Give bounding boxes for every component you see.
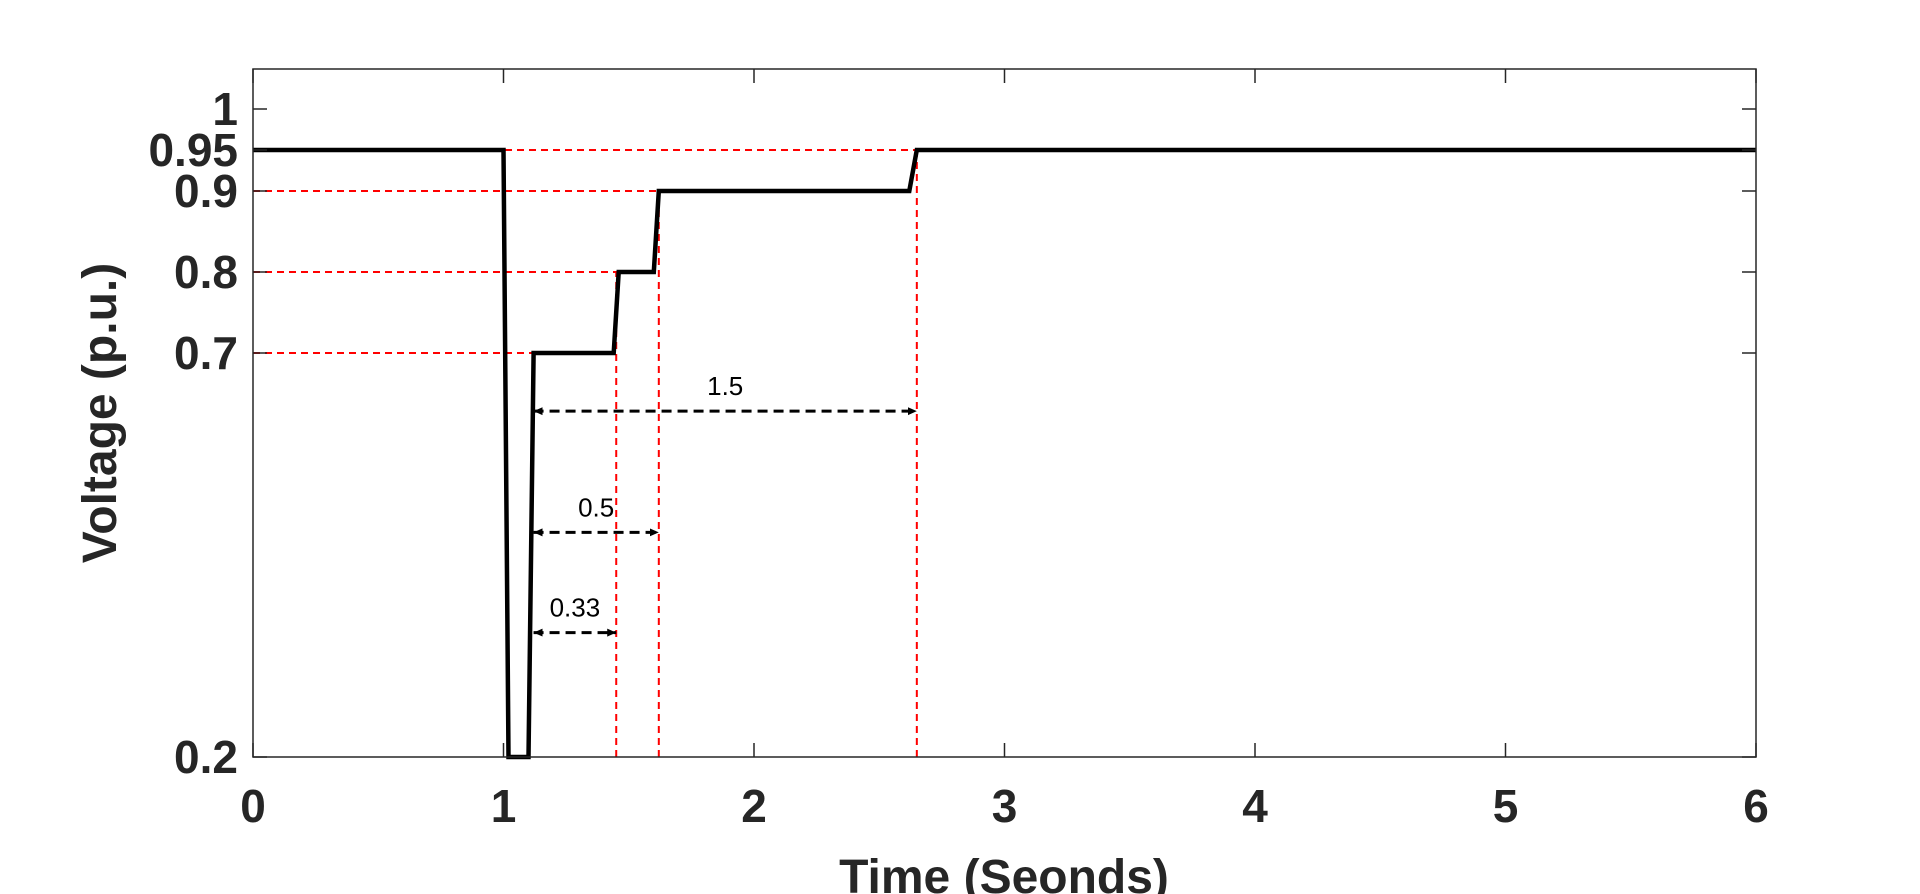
x-axis-label: Time (Seonds) bbox=[839, 851, 1169, 894]
y-tick-label: 0.9 bbox=[174, 165, 238, 217]
x-tick-label: 3 bbox=[992, 780, 1018, 832]
x-tick-label: 2 bbox=[741, 780, 767, 832]
duration-label: 1.5 bbox=[707, 371, 743, 401]
duration-label: 0.33 bbox=[550, 593, 601, 623]
y-tick-label: 0.2 bbox=[174, 731, 238, 783]
y-tick-label: 0.8 bbox=[174, 246, 238, 298]
y-tick-label: 0.7 bbox=[174, 327, 238, 379]
y-tick-label: 1 bbox=[212, 83, 238, 135]
x-tick-label: 6 bbox=[1743, 780, 1769, 832]
series-layer bbox=[253, 147, 1756, 760]
voltage-series-line bbox=[253, 147, 1756, 760]
annotations: 1.5 0.5 0.33 bbox=[533, 371, 917, 637]
axis-ticks: 0 1 2 3 4 5 60.20.70.80.90.951 bbox=[148, 69, 1769, 832]
y-axis-label: Voltage (p.u.) bbox=[74, 263, 127, 563]
y-tick-label: 0.95 bbox=[148, 124, 238, 176]
x-tick-label: 0 bbox=[240, 780, 266, 832]
x-tick-label: 1 bbox=[491, 780, 517, 832]
plot-area bbox=[253, 69, 1756, 757]
x-tick-label: 4 bbox=[1242, 780, 1268, 832]
x-tick-label: 5 bbox=[1493, 780, 1519, 832]
duration-label: 0.5 bbox=[578, 492, 614, 522]
